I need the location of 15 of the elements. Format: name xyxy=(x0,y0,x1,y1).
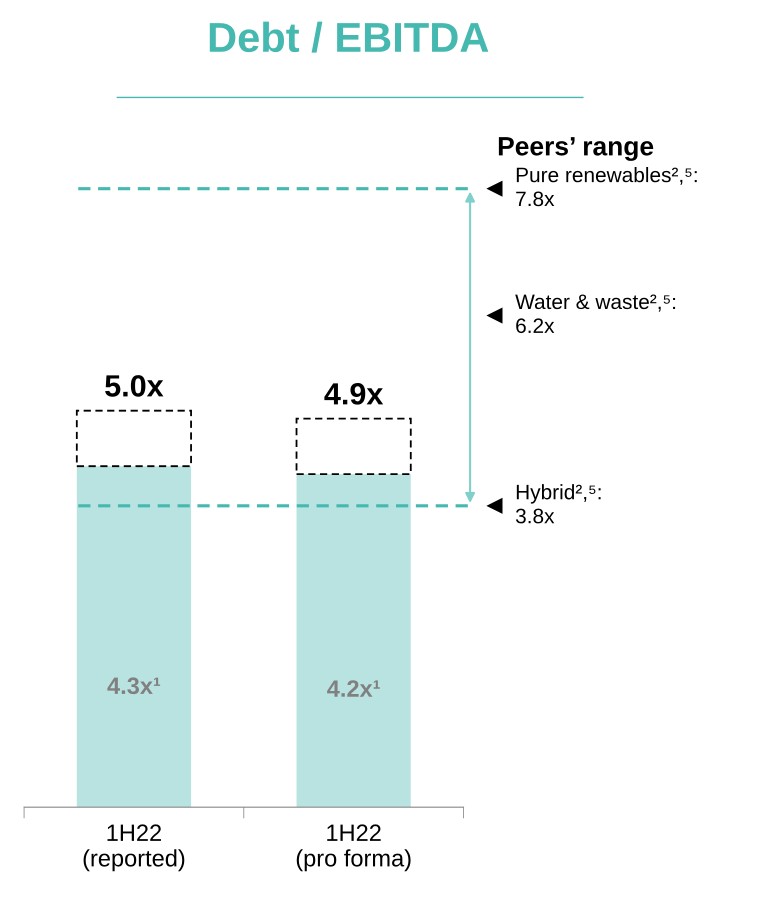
bar xyxy=(296,418,412,476)
bar xyxy=(76,466,192,808)
total-label: 4.9x xyxy=(324,383,384,405)
total-label: 5.0x xyxy=(105,375,164,397)
x-tick-label: 1H22 (pro forma) xyxy=(296,824,411,872)
text: Peers’ range xyxy=(498,137,654,161)
data-label: 4.2x¹ xyxy=(327,680,380,697)
text: Water & waste²,⁵: 6.2x xyxy=(515,294,676,334)
ref-line-label: Hybrid²,⁵: 3.8x xyxy=(516,484,601,524)
chart-title: Debt / EBITDA xyxy=(210,22,488,53)
bar xyxy=(296,474,411,808)
x-tick-label: 1H22 (reported) xyxy=(84,824,184,872)
data-label: 4.3x¹ xyxy=(107,677,160,694)
bar xyxy=(76,410,192,468)
ref-line-label: Pure renewables²,⁵: 7.8x xyxy=(516,166,697,206)
